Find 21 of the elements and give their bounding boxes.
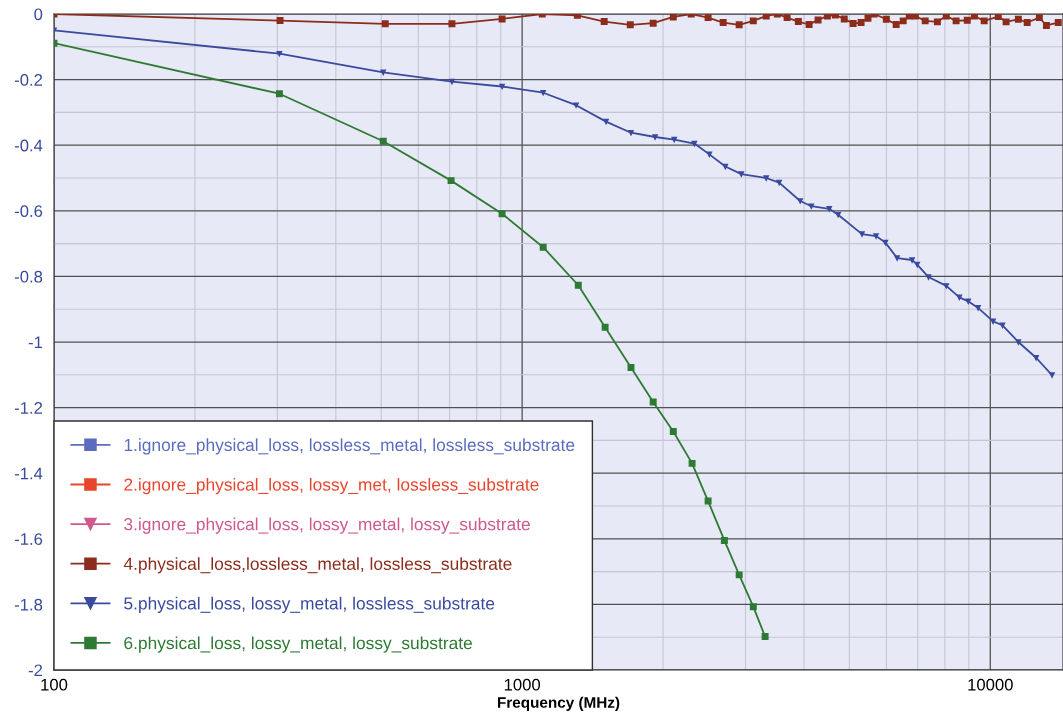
legend-label: 6.physical_loss, lossy_metal, lossy_substrate	[124, 636, 472, 653]
y-tick-label: -1	[28, 336, 43, 349]
y-tick-label: -1.2	[14, 402, 43, 414]
y-tick-label: -0.2	[14, 74, 43, 86]
y-tick-label: -1.6	[14, 533, 43, 545]
y-tick-label: -0.8	[14, 270, 43, 283]
legend-label: 3.ignore_physical_loss, lossy_metal, lossy_substrate	[124, 517, 530, 534]
x-tick-label: 1000	[504, 678, 541, 691]
legend-label: 1.ignore_physical_loss, lossless_metal, lossless_substrate	[124, 438, 575, 455]
y-tick-label: -1.4	[14, 467, 43, 480]
x-tick-label: 100	[41, 678, 68, 691]
y-tick-label: -0.6	[14, 205, 43, 217]
x-axis-title: Frequency (MHz)	[497, 696, 620, 711]
x-tick-label: 10000	[968, 678, 1013, 691]
y-tick-label: -0.4	[14, 139, 43, 152]
legend-label: 5.physical_loss, lossy_metal, lossless_substrate	[124, 596, 495, 614]
y-tick-label: -2	[28, 664, 43, 677]
legend-label: 2.ignore_physical_loss, lossy_met, lossless_substrate	[124, 477, 539, 495]
y-tick-label: -1.8	[14, 598, 43, 611]
legend-label: 4.physical_loss,lossless_metal, lossless_substrate	[123, 557, 512, 574]
y-tick-label: 0	[34, 8, 43, 21]
